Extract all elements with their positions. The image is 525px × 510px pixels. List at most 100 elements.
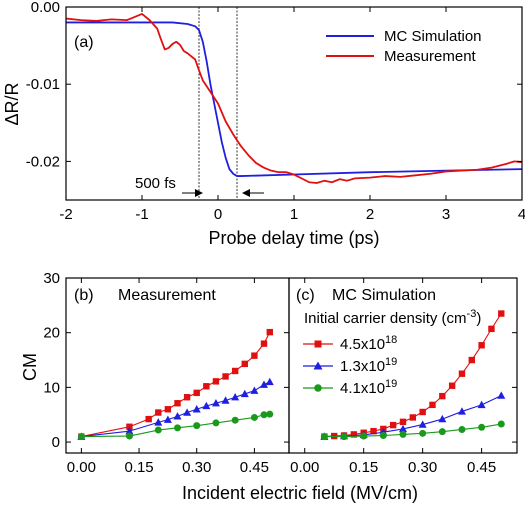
x-tick-label: 0.00 <box>290 459 319 476</box>
data-point-square <box>145 415 152 423</box>
data-point-triangle <box>250 386 259 394</box>
x-tick-label: 0.45 <box>240 459 269 476</box>
data-point-circle <box>438 428 446 436</box>
data-point-circle <box>260 411 268 419</box>
legend-title-sup: -3 <box>467 308 477 320</box>
data-point-circle <box>212 419 220 427</box>
data-point-square <box>498 310 505 317</box>
x-tick-label: 1 <box>290 206 298 223</box>
panel-a-xlabel: Probe delay time (ps) <box>208 228 379 248</box>
data-point-square <box>439 392 446 400</box>
data-point-circle <box>399 430 407 438</box>
y-tick-label: 30 <box>43 270 60 287</box>
x-tick-label: 2 <box>366 206 374 223</box>
legend-title-end: ) <box>476 310 481 327</box>
annotation-500fs: 500 fs <box>135 175 176 192</box>
legend-marker-square <box>314 340 322 348</box>
panel-c-title: MC Simulation <box>332 287 436 304</box>
data-point-triangle <box>260 380 269 388</box>
legend-label-green: 4.1x1019 <box>340 378 397 397</box>
pulse-width-annotation: 500 fs <box>135 175 264 197</box>
data-point-square <box>164 406 172 413</box>
data-point-triangle <box>399 424 407 433</box>
series-line-1 <box>324 395 502 438</box>
data-point-square <box>419 408 426 416</box>
data-point-circle <box>154 426 162 434</box>
data-point-triangle <box>192 405 201 413</box>
legend-label-simulation: MC Simulation <box>384 28 482 45</box>
data-point-circle <box>458 425 466 433</box>
data-point-triangle <box>497 391 506 399</box>
data-point-triangle <box>154 418 163 426</box>
series-line-2 <box>324 423 502 438</box>
legend-entry-green: 4.1x1019 <box>303 378 397 397</box>
panel-c-plot <box>320 310 506 441</box>
data-point-circle <box>379 432 387 439</box>
data-point-circle <box>125 432 133 440</box>
data-point-circle <box>478 423 486 431</box>
panel-a-ylabel: ΔR/R <box>2 82 22 125</box>
x-tick-label: 0.15 <box>349 459 378 476</box>
y-tick-label: -0.01 <box>26 76 60 93</box>
data-point-circle <box>174 424 181 432</box>
data-point-triangle <box>202 401 211 410</box>
x-tick-label: 0.00 <box>67 459 96 476</box>
data-point-circle <box>360 432 368 440</box>
x-tick-label: 0.30 <box>182 459 211 476</box>
y-tick-label: -0.02 <box>26 153 60 170</box>
data-point-triangle <box>221 396 230 404</box>
panel-a-frame <box>65 6 523 201</box>
x-tick-label: 0.45 <box>467 459 496 476</box>
panel-a-plot <box>66 7 522 200</box>
panel-b-plot <box>77 328 274 441</box>
data-point-triangle <box>477 400 486 409</box>
panel-a-legend: MC Simulation Measurement <box>326 28 482 65</box>
data-point-square <box>468 356 475 364</box>
data-point-square <box>126 423 133 430</box>
panel-c-xlabel: Incident electric field (MV/cm) <box>182 483 418 503</box>
data-point-circle <box>250 413 258 421</box>
data-point-circle <box>266 410 274 418</box>
panel-b-ticks: 0.00 0.15 0.30 0.45 0 10 20 30 <box>43 270 289 476</box>
data-point-square <box>409 414 417 421</box>
x-tick-label: 0.15 <box>124 459 153 476</box>
legend-entry-blue: 1.3x1019 <box>303 356 397 375</box>
data-point-square <box>231 367 239 375</box>
data-point-square <box>251 352 258 359</box>
data-point-square <box>458 370 466 377</box>
data-point-square <box>478 342 485 349</box>
data-point-triangle <box>211 399 220 407</box>
data-point-triangle <box>173 412 182 420</box>
data-point-square <box>222 373 229 380</box>
data-point-square <box>155 409 162 416</box>
legend-marker-triangle <box>313 361 323 370</box>
x-tick-label: 0 <box>214 206 222 223</box>
data-point-square <box>389 421 397 429</box>
y-tick-label: 0 <box>52 434 60 451</box>
series-line-2 <box>81 413 270 438</box>
data-point-triangle <box>125 426 134 435</box>
data-point-circle <box>193 422 201 430</box>
x-tick-label: 0.30 <box>408 459 437 476</box>
data-point-square <box>429 401 436 409</box>
data-point-circle <box>497 420 505 428</box>
data-point-circle <box>419 429 427 437</box>
panel-c-label: (c) <box>296 287 315 304</box>
annotation-arrowhead-right <box>242 189 250 197</box>
x-tick-label: -2 <box>59 206 72 223</box>
panel-c: 0.00 0.15 0.30 0.45 (c) MC Simulation Initi… <box>182 277 518 503</box>
legend-marker-circle <box>314 384 322 392</box>
data-point-square <box>266 328 273 336</box>
data-point-square <box>212 378 220 385</box>
y-tick-label: 10 <box>43 379 60 396</box>
data-point-triangle <box>231 393 240 401</box>
data-point-square <box>488 325 495 333</box>
data-point-circle <box>320 433 328 441</box>
x-tick-label: -1 <box>135 206 148 223</box>
legend-label-measurement: Measurement <box>384 48 477 65</box>
legend-label-blue: 1.3x1019 <box>340 356 397 375</box>
data-point-circle <box>231 416 239 424</box>
data-point-square <box>193 389 200 397</box>
